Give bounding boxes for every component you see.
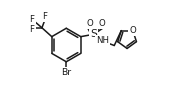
Text: F: F: [30, 15, 35, 24]
Text: O: O: [98, 19, 105, 28]
Text: F: F: [42, 12, 47, 21]
Text: S: S: [90, 29, 97, 39]
Text: NH: NH: [96, 36, 109, 45]
Text: Br: Br: [61, 68, 71, 77]
Text: O: O: [129, 26, 136, 35]
Text: O: O: [86, 19, 93, 28]
Text: F: F: [30, 25, 35, 34]
